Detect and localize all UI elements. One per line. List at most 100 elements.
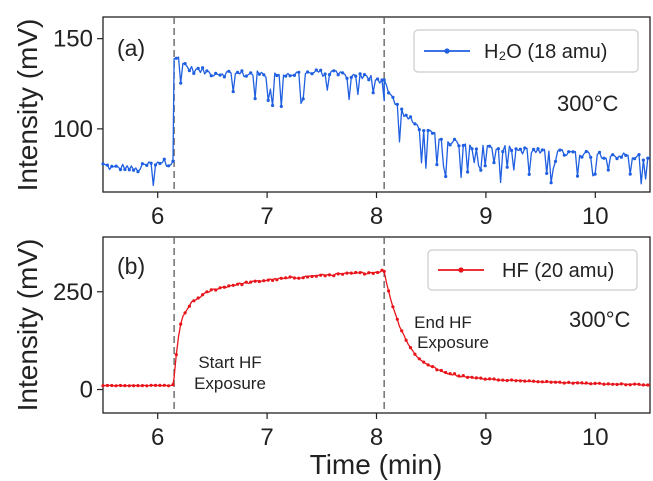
- data-point-a: [417, 128, 421, 132]
- data-point-a: [153, 163, 158, 167]
- data-point-a: [227, 69, 231, 73]
- data-point-b: [606, 382, 610, 386]
- data-point-b: [562, 381, 566, 385]
- x-tick-label-a: 8: [370, 203, 383, 230]
- data-point-b: [466, 375, 470, 379]
- data-point-a: [426, 128, 430, 133]
- data-point-b: [444, 370, 448, 375]
- data-point-b: [496, 378, 500, 382]
- data-point-b: [301, 276, 305, 280]
- data-point-b: [262, 279, 266, 283]
- data-point-a: [231, 90, 235, 94]
- data-point-a: [354, 74, 358, 78]
- data-point-a: [271, 103, 275, 108]
- panel-b: 6 7 8 9 10 0 250 (b) 300°C HF (20 amu) Start H…: [12, 236, 651, 480]
- data-point-a: [140, 162, 144, 166]
- data-point-a: [288, 74, 292, 78]
- data-point-b: [105, 383, 109, 388]
- x-tick-label-b: 10: [582, 424, 609, 451]
- data-point-a: [327, 73, 332, 77]
- data-point-a: [514, 147, 518, 151]
- data-point-a: [314, 68, 318, 72]
- data-point-b: [470, 375, 474, 379]
- data-point-b: [637, 382, 641, 386]
- data-point-b: [439, 368, 443, 373]
- data-point-a: [336, 73, 340, 77]
- data-point-a: [358, 72, 362, 76]
- data-point-a: [196, 66, 200, 70]
- data-point-a: [214, 71, 218, 75]
- data-point-a: [505, 165, 509, 169]
- data-point-b: [391, 305, 395, 309]
- legend-marker-b: [458, 267, 464, 273]
- data-point-a: [536, 147, 540, 151]
- data-point-b: [624, 383, 628, 387]
- data-point-b: [101, 384, 105, 388]
- data-point-b: [266, 278, 270, 282]
- data-point-b: [362, 272, 367, 276]
- data-point-b: [110, 383, 114, 388]
- data-point-b: [345, 271, 349, 275]
- data-point-a: [562, 153, 566, 157]
- data-point-b: [619, 382, 624, 386]
- data-point-a: [532, 147, 536, 151]
- data-point-a: [448, 143, 452, 147]
- data-point-a: [218, 73, 222, 77]
- data-point-b: [387, 289, 391, 293]
- data-point-b: [488, 377, 492, 381]
- data-point-b: [354, 270, 358, 275]
- data-point-a: [637, 153, 641, 157]
- data-point-a: [145, 163, 149, 167]
- data-point-b: [275, 278, 279, 282]
- data-point-b: [545, 379, 549, 384]
- data-point-a: [435, 163, 439, 167]
- data-point-a: [123, 167, 127, 172]
- data-point-b: [501, 378, 505, 382]
- data-point-a: [466, 170, 470, 174]
- data-point-b: [231, 283, 235, 287]
- data-point-b: [171, 383, 175, 387]
- data-point-b: [214, 288, 218, 292]
- data-point-b: [288, 275, 292, 279]
- data-point-b: [284, 276, 288, 280]
- data-point-b: [179, 322, 183, 326]
- temperature-label-b: 300°C: [569, 307, 631, 332]
- data-point-a: [646, 156, 650, 160]
- x-tick-label-b: 9: [479, 424, 492, 451]
- y-tick-label-b: 0: [80, 377, 93, 404]
- data-point-b: [553, 380, 558, 384]
- data-point-b: [314, 274, 318, 278]
- data-point-a: [367, 78, 371, 82]
- data-point-a: [584, 149, 588, 154]
- data-point-a: [187, 69, 191, 73]
- data-point-b: [205, 290, 209, 294]
- data-point-b: [580, 381, 584, 385]
- y-axis-label-b: Intensity (mV): [12, 239, 43, 412]
- data-point-b: [153, 383, 158, 387]
- data-point-b: [457, 374, 461, 378]
- data-point-a: [306, 70, 310, 74]
- data-point-a: [236, 70, 240, 74]
- data-point-b: [400, 329, 404, 333]
- data-point-b: [518, 379, 523, 383]
- data-point-a: [479, 168, 483, 172]
- data-point-a: [118, 168, 123, 172]
- data-point-a: [510, 148, 514, 153]
- data-point-a: [341, 71, 345, 75]
- data-point-a: [624, 153, 628, 157]
- data-point-a: [470, 147, 474, 151]
- data-point-b: [492, 377, 496, 381]
- data-point-a: [284, 74, 288, 78]
- plot-area-a: [101, 17, 651, 192]
- data-point-b: [413, 352, 417, 356]
- data-point-a: [179, 81, 183, 85]
- data-point-b: [244, 280, 248, 284]
- data-point-a: [240, 69, 244, 73]
- data-point-a: [408, 115, 413, 119]
- data-point-a: [430, 131, 435, 135]
- data-point-a: [257, 72, 261, 76]
- data-point-a: [558, 148, 562, 152]
- data-point-b: [127, 384, 131, 388]
- data-point-b: [222, 285, 226, 289]
- data-point-a: [279, 104, 283, 108]
